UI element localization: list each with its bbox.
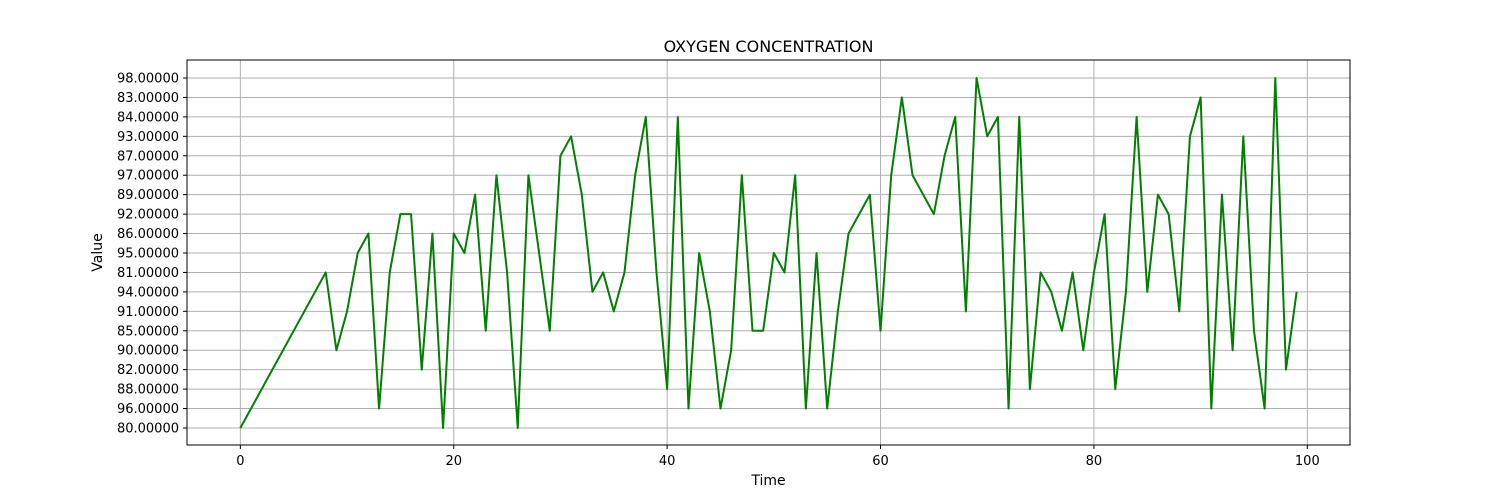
y-tick-label: 93.00000 <box>117 130 179 145</box>
x-tick-label: 80 <box>1086 454 1103 469</box>
y-tick-label: 82.00000 <box>117 363 179 378</box>
y-tick-label: 95.00000 <box>117 247 179 262</box>
y-tick-label: 81.00000 <box>117 266 179 281</box>
y-tick-label: 86.00000 <box>117 227 179 242</box>
y-tick-label: 90.00000 <box>117 344 179 359</box>
y-tick-label: 98.00000 <box>117 72 179 87</box>
y-tick-label: 83.00000 <box>117 91 179 106</box>
y-tick-label: 96.00000 <box>117 402 179 417</box>
y-tick-label: 97.00000 <box>117 169 179 184</box>
y-tick-label: 94.00000 <box>117 285 179 300</box>
y-tick-label: 88.00000 <box>117 383 179 398</box>
x-axis-label: Time <box>750 473 785 489</box>
x-tick-label: 40 <box>659 454 676 469</box>
x-tick-label: 20 <box>445 454 462 469</box>
y-tick-label: 89.00000 <box>117 188 179 203</box>
series-layer <box>239 77 1298 429</box>
ticks: 0 20 40 60 80 100 80.00000 96.00000 88.00000 82.0… <box>117 72 1320 470</box>
y-tick-label: 87.00000 <box>117 149 179 164</box>
y-tick-label: 84.00000 <box>117 110 179 125</box>
x-tick-label: 0 <box>236 454 244 469</box>
y-axis-label: Value <box>90 233 106 271</box>
x-tick-label: 60 <box>872 454 889 469</box>
y-tick-label: 85.00000 <box>117 324 179 339</box>
y-tick-label: 80.00000 <box>117 422 179 437</box>
chart-title: OXYGEN CONCENTRATION <box>664 37 874 56</box>
x-tick-label: 100 <box>1295 454 1320 469</box>
series-line <box>239 77 1298 429</box>
y-tick-label: 91.00000 <box>117 305 179 320</box>
y-tick-label: 92.00000 <box>117 208 179 223</box>
